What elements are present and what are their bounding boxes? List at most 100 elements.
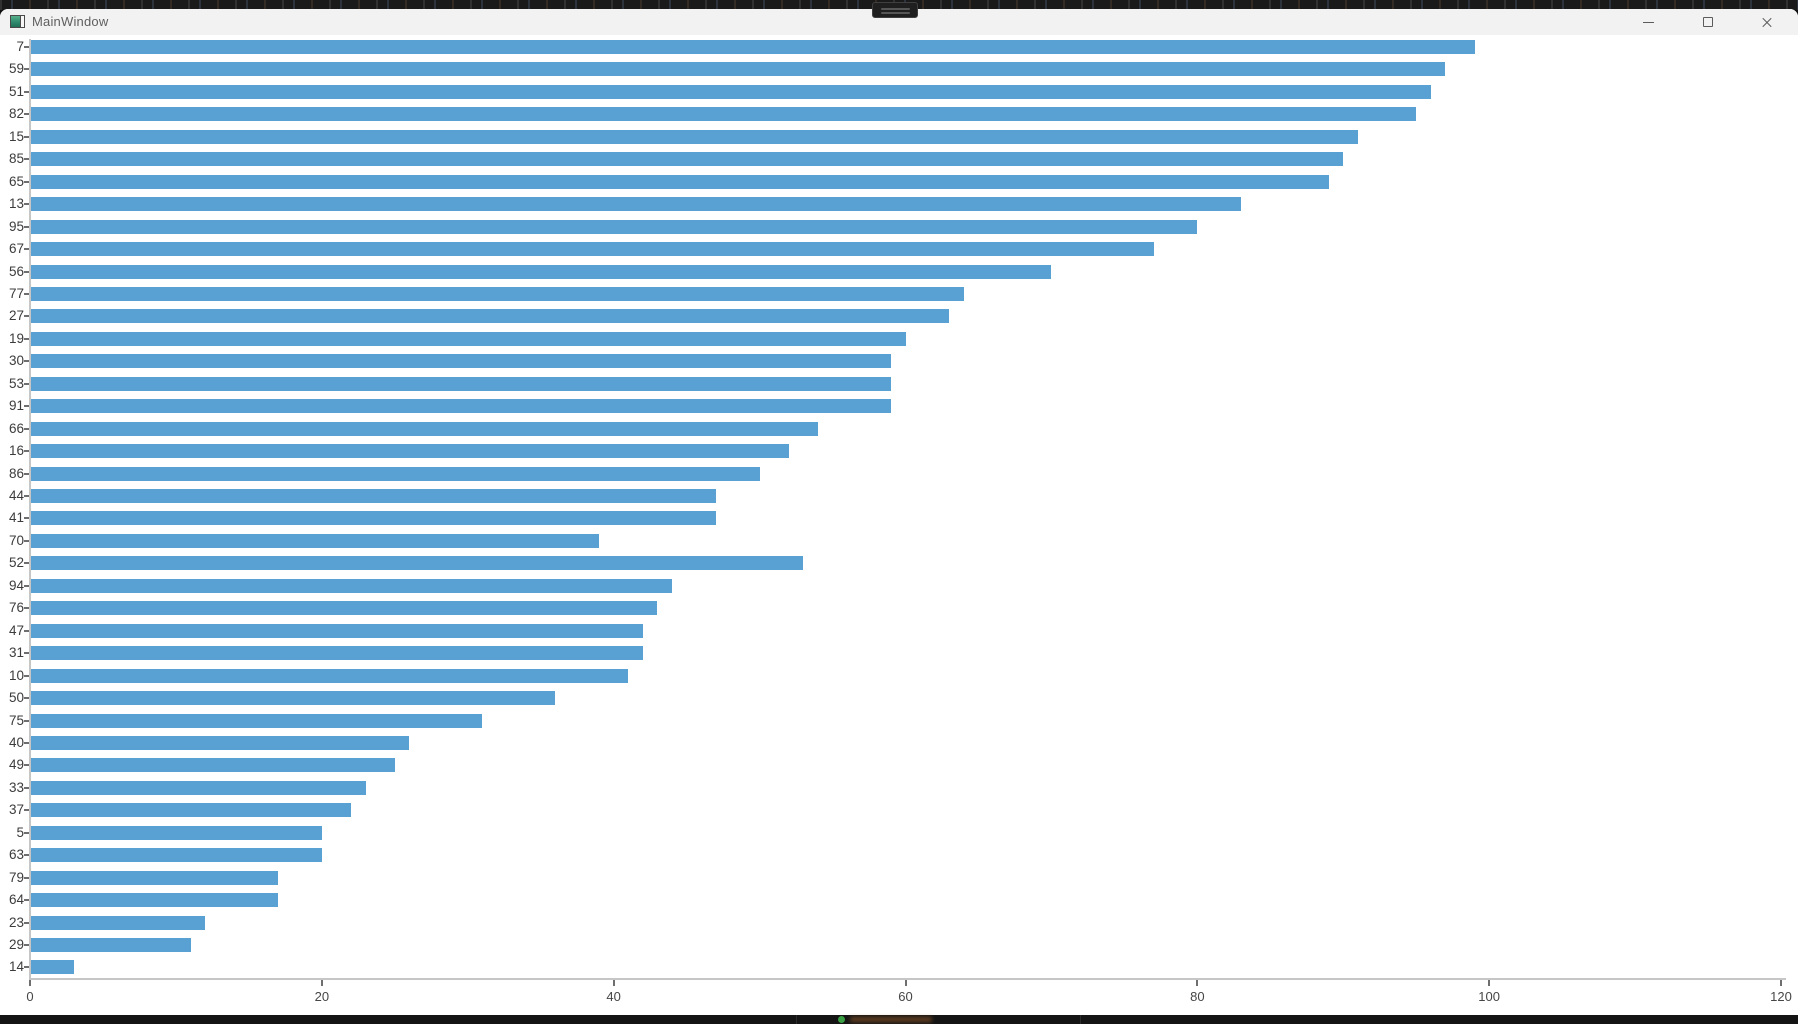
x-axis-tick-label: 0 <box>26 988 34 1004</box>
y-axis-tick <box>24 225 29 228</box>
y-axis-tick <box>24 292 29 295</box>
y-axis-tick <box>24 562 29 565</box>
bar <box>30 197 1242 212</box>
y-axis-label: 56 <box>8 263 24 279</box>
close-button[interactable] <box>1744 9 1790 35</box>
y-axis-tick <box>24 607 29 610</box>
bar <box>30 533 600 548</box>
bar <box>30 511 716 526</box>
bar <box>30 489 716 503</box>
y-axis-label: 40 <box>8 734 24 750</box>
x-axis-tick-label: 40 <box>606 988 621 1004</box>
y-axis-label: 19 <box>8 330 24 346</box>
y-axis-tick <box>24 652 29 655</box>
y-axis-label: 79 <box>8 869 24 885</box>
y-axis-label: 27 <box>8 308 24 324</box>
bar <box>30 444 789 459</box>
y-axis-label: 49 <box>8 757 24 773</box>
bar <box>30 376 891 391</box>
bar <box>30 84 1431 99</box>
bar <box>30 129 1358 144</box>
bar <box>30 646 643 661</box>
bar <box>30 960 74 975</box>
y-axis-label: 51 <box>8 83 24 99</box>
bar <box>30 758 395 773</box>
bar <box>30 623 643 638</box>
y-axis-tick <box>24 203 29 206</box>
y-axis-tick <box>24 809 29 812</box>
bar <box>30 893 279 908</box>
bar <box>30 399 891 414</box>
maximize-icon <box>1703 17 1713 27</box>
bar <box>30 713 483 728</box>
y-axis-tick <box>24 854 29 857</box>
drag-handle-icon <box>881 8 910 10</box>
bar <box>30 691 556 706</box>
bar <box>30 735 410 750</box>
y-axis-label: 94 <box>8 577 24 593</box>
y-axis-tick <box>24 180 29 183</box>
y-axis-tick <box>24 337 29 340</box>
y-axis-tick <box>24 831 29 834</box>
bar <box>30 601 658 616</box>
x-axis-tick-label: 20 <box>314 988 330 1004</box>
y-axis-label: 15 <box>8 128 24 144</box>
close-icon <box>1761 16 1773 28</box>
minimize-button[interactable] <box>1625 9 1671 35</box>
y-axis-label: 14 <box>8 959 24 975</box>
y-axis-tick <box>24 674 29 677</box>
y-axis-label: 59 <box>8 61 24 77</box>
y-axis-label: 91 <box>8 398 24 414</box>
y-axis-label: 53 <box>8 375 24 391</box>
y-axis-label: 86 <box>8 465 24 481</box>
y-axis-label: 70 <box>8 532 24 548</box>
minimize-icon <box>1642 21 1654 23</box>
x-axis-tick <box>904 979 907 986</box>
x-axis-tick-label: 60 <box>898 988 913 1004</box>
y-axis-label: 13 <box>8 196 24 212</box>
y-axis-tick <box>24 786 29 789</box>
bar <box>30 242 1154 257</box>
bar <box>30 668 629 683</box>
y-axis-tick <box>24 315 29 318</box>
bar <box>30 286 964 301</box>
y-axis-tick <box>24 135 29 138</box>
y-axis-label: 47 <box>8 622 24 638</box>
y-axis-tick <box>24 719 29 722</box>
maximize-button[interactable] <box>1685 9 1731 35</box>
x-axis-tick <box>1488 979 1491 986</box>
y-axis-label: 31 <box>8 645 24 661</box>
x-axis-tick-label: 100 <box>1478 988 1500 1004</box>
y-axis-label: 44 <box>8 488 24 503</box>
taskbar-green-icon <box>838 1016 845 1023</box>
bar-chart: 7 59 51 82 15 85 65 13 95 67 56 77 27 19 30 53 91 66 16 86 4… <box>0 35 1798 1015</box>
y-axis-tick <box>24 472 29 475</box>
y-axis-tick <box>24 966 29 969</box>
bar <box>30 848 322 863</box>
bar <box>30 938 191 952</box>
bar <box>30 152 1344 167</box>
bar <box>30 780 366 795</box>
y-axis-label: 77 <box>8 285 24 301</box>
app-window: MainWindow 7 59 51 82 15 85 65 13 95 67 56 77 27 19 30… <box>0 9 1798 1015</box>
y-axis-tick <box>24 248 29 251</box>
taskbar-text-smudge <box>850 1017 932 1022</box>
y-axis-label: 37 <box>8 802 24 818</box>
y-axis-tick <box>24 517 29 520</box>
y-axis-tick <box>24 46 29 48</box>
bar <box>30 331 906 346</box>
y-axis-tick <box>24 158 29 161</box>
bar <box>30 264 1052 279</box>
y-axis-label: 5 <box>16 824 24 840</box>
y-axis-label: 52 <box>8 555 24 571</box>
y-axis-tick <box>24 382 29 385</box>
y-axis-tick <box>24 427 29 430</box>
window-title: MainWindow <box>32 14 109 29</box>
y-axis-label: 23 <box>8 914 24 930</box>
x-axis-tick <box>1196 979 1199 986</box>
y-axis-label: 30 <box>8 353 24 369</box>
y-axis-label: 66 <box>8 420 24 436</box>
bar <box>30 466 760 481</box>
y-axis-tick <box>24 539 29 542</box>
screen-grab-handle[interactable] <box>872 2 918 18</box>
